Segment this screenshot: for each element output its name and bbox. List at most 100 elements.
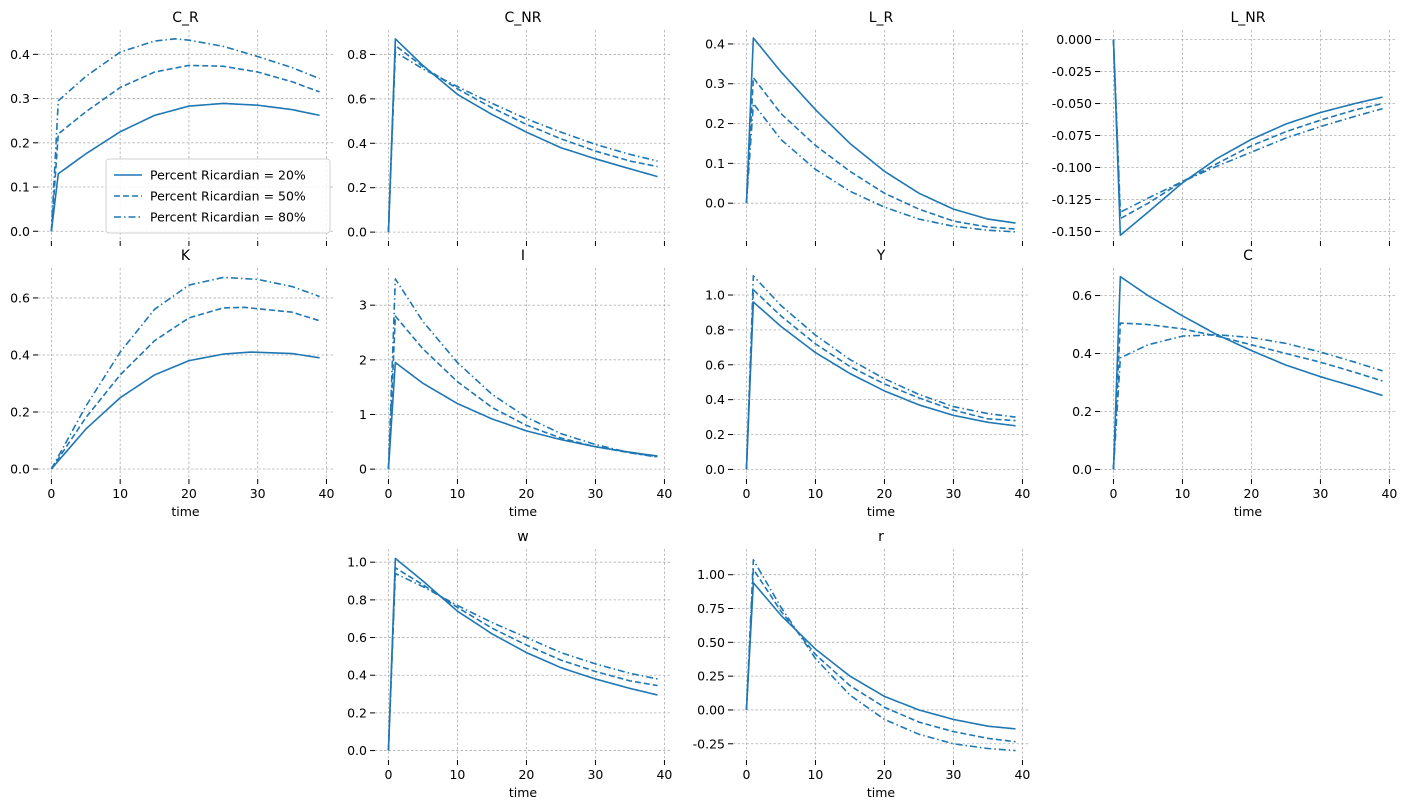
panel-r: 0 10 20 30 40 -0.25 0.00 0.25 0.50 0.75 1.00 r time [693,529,1031,800]
y-tick-label: 0.2 [705,427,725,442]
series-line-dashdot [387,278,658,470]
y-tick-label: 0.75 [697,601,725,616]
legend-label: Percent Ricardian = 80% [150,210,306,225]
series-line-solid [1112,39,1383,237]
y-tick-label: 0.6 [10,290,30,305]
series-line-solid [1112,275,1383,470]
y-tick-label: 0.4 [1072,346,1092,361]
x-tick-label: 20 [518,486,534,501]
panel-title: C_NR [505,10,542,26]
series-line-solid [50,351,320,470]
y-tick-label: 0.2 [10,404,30,419]
y-tick-label: 0.4 [705,36,725,51]
y-tick-label: 0 [359,462,367,477]
y-tick-label: 0.0 [705,196,725,211]
legend-label: Percent Ricardian = 20% [150,168,306,183]
y-tick-label: 0.2 [10,135,30,150]
y-tick-label: 0.0 [10,462,30,477]
y-tick-label: 0.0 [10,224,30,239]
y-tick-label: 0.50 [697,635,725,650]
x-tick-label: 40 [1381,486,1397,501]
series-line-solid [387,38,658,233]
series-line-dashed [387,315,658,470]
y-tick-label: 0.4 [10,347,30,362]
series-line-dashdot [1112,39,1383,214]
panel-title: r [878,529,884,545]
panel-w: 0 10 20 30 40 0.0 0.2 0.4 0.6 0.8 1.0 w time [347,529,672,800]
y-tick-label: 0.6 [347,91,367,106]
x-tick-label: 10 [112,486,128,501]
x-tick-label: 20 [518,767,534,782]
y-tick-label: 0.4 [10,47,30,62]
series-line-dashdot [745,559,1016,752]
y-tick-label: -0.075 [1052,128,1092,143]
panel-title: C [1243,248,1253,264]
y-tick-label: -0.025 [1052,64,1092,79]
series-line-dashdot [387,51,658,233]
series-line-dashed [745,568,1016,743]
x-axis-label: time [867,785,896,800]
y-tick-label: 2 [359,352,367,367]
x-tick-label: 0 [47,486,55,501]
y-tick-label: 0.0 [347,225,367,240]
series-line-dashdot [387,572,658,751]
series-line-solid [745,582,1016,730]
x-tick-label: 30 [587,486,603,501]
panel-title: C_R [172,10,199,26]
x-tick-label: 20 [1243,486,1259,501]
y-tick-label: 0.4 [705,392,725,407]
panel-c-nr: 0.0 0.2 0.4 0.6 0.8 C_NR [347,10,671,246]
y-tick-label: 0.2 [1072,404,1092,419]
x-axis-label: time [509,504,538,519]
panel-title: w [517,529,528,545]
y-tick-label: -0.125 [1052,192,1092,207]
y-tick-label: 1.0 [347,555,367,570]
y-tick-label: 0.6 [347,630,367,645]
y-tick-label: 0.4 [347,136,367,151]
x-tick-label: 10 [449,486,465,501]
legend: Percent Ricardian = 20% Percent Ricardian… [105,158,331,234]
y-tick-label: 0.0 [1072,462,1092,477]
series-line-dashed [745,76,1016,230]
y-tick-label: 0.2 [347,705,367,720]
x-tick-label: 20 [181,486,197,501]
x-tick-label: 0 [742,486,750,501]
panel-c-r: 0.0 0.1 0.2 0.3 0.4 C_R [10,10,333,246]
series-line-dashed [50,64,320,232]
x-tick-label: 30 [250,486,266,501]
x-axis-label: time [509,785,538,800]
panel-l-nr: 0.000 -0.025 -0.050 -0.075 -0.100 -0.125 -0.15… [1052,10,1396,246]
x-tick-label: 30 [1312,486,1328,501]
x-tick-label: 30 [945,767,961,782]
series-line-dashed [1112,322,1383,470]
x-tick-label: 20 [876,486,892,501]
y-tick-label: 0.2 [705,116,725,131]
y-tick-label: 0.6 [705,357,725,372]
panel-title: L_NR [1231,10,1266,26]
y-tick-label: 0.8 [347,592,367,607]
y-tick-label: 0.3 [10,91,30,106]
y-tick-label: -0.25 [693,736,725,751]
y-tick-label: 0.3 [705,76,725,91]
x-tick-label: 40 [656,486,672,501]
x-axis-label: time [867,504,896,519]
y-tick-label: 0.1 [705,156,725,171]
series-line-dashdot [50,38,320,232]
x-tick-label: 40 [1014,767,1030,782]
x-tick-label: 30 [945,486,961,501]
y-tick-label: 0.8 [347,47,367,62]
series-line-solid [745,37,1016,224]
panel-title: L_R [869,10,894,26]
x-tick-label: 0 [1109,486,1117,501]
legend-frame [105,158,331,234]
panel-title: I [521,248,525,264]
y-tick-label: 0.25 [697,669,725,684]
y-tick-label: 0.6 [1072,288,1092,303]
y-tick-label: -0.050 [1052,96,1092,111]
series-line-dashed [387,44,658,233]
x-tick-label: 0 [384,486,392,501]
panel-title: K [181,248,191,264]
